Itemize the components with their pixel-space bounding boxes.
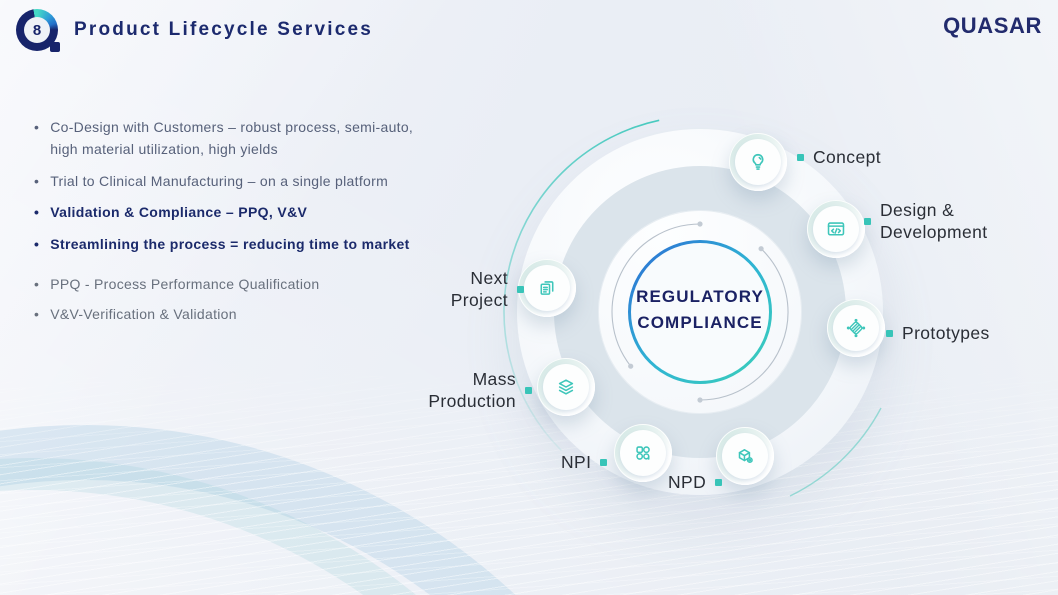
- bullet-item: Validation & Compliance – PPQ, V&V: [34, 201, 494, 223]
- node-design-development: [807, 200, 865, 258]
- teal-square-bullet: [715, 478, 723, 486]
- label-design-development: Design & Development: [864, 199, 988, 244]
- lightbulb-icon: [752, 153, 764, 170]
- note-item: V&V-Verification & Validation: [34, 303, 494, 325]
- documents-icon: [540, 281, 554, 295]
- slide-number: 8: [24, 17, 50, 43]
- node-npi: [614, 424, 672, 482]
- code-window-icon: [827, 222, 845, 236]
- brand-logo: QUASAR: [943, 13, 1042, 38]
- logo-dot: [50, 42, 60, 52]
- label-prototypes: Prototypes: [886, 322, 990, 344]
- node-concept: [729, 133, 787, 191]
- label-mass-production: Mass Production: [398, 368, 532, 413]
- node-npd: [716, 427, 774, 485]
- node-next-project: [518, 259, 576, 317]
- shapes-icon: [636, 446, 650, 460]
- teal-square-bullet: [525, 386, 532, 394]
- node-prototypes: [827, 299, 885, 357]
- bullet-item: Trial to Clinical Manufacturing – on a s…: [34, 170, 494, 192]
- center-label-line2: COMPLIANCE: [637, 312, 763, 332]
- label-npd: NPD: [668, 471, 723, 493]
- teal-square-bullet: [886, 329, 893, 337]
- label-next-project: Next Project: [404, 267, 524, 312]
- note-item: PPQ - Process Performance Qualification: [34, 273, 494, 295]
- label-npi: NPI: [561, 451, 608, 473]
- node-mass-production: [537, 358, 595, 416]
- bullet-item: Streamlining the process = reducing time…: [34, 233, 494, 255]
- chip-icon: [846, 318, 866, 338]
- teal-square-bullet: [797, 153, 804, 161]
- teal-square-bullet: [600, 458, 608, 466]
- layers-icon: [558, 379, 574, 395]
- label-concept: Concept: [797, 146, 881, 168]
- bullet-list: Co-Design with Customers – robust proces…: [34, 116, 494, 334]
- bullet-item: Co-Design with Customers – robust proces…: [34, 116, 494, 161]
- quasar-q-logo-icon: 8: [16, 9, 58, 51]
- cube-gear-icon: [738, 449, 753, 464]
- center-label: REGULATORY COMPLIANCE: [615, 284, 785, 335]
- teal-square-bullet: [517, 285, 524, 293]
- page-title: Product Lifecycle Services: [74, 19, 374, 40]
- teal-square-bullet: [864, 217, 871, 225]
- footnote-list: PPQ - Process Performance Qualification …: [34, 273, 494, 326]
- center-label-line1: REGULATORY: [636, 287, 764, 306]
